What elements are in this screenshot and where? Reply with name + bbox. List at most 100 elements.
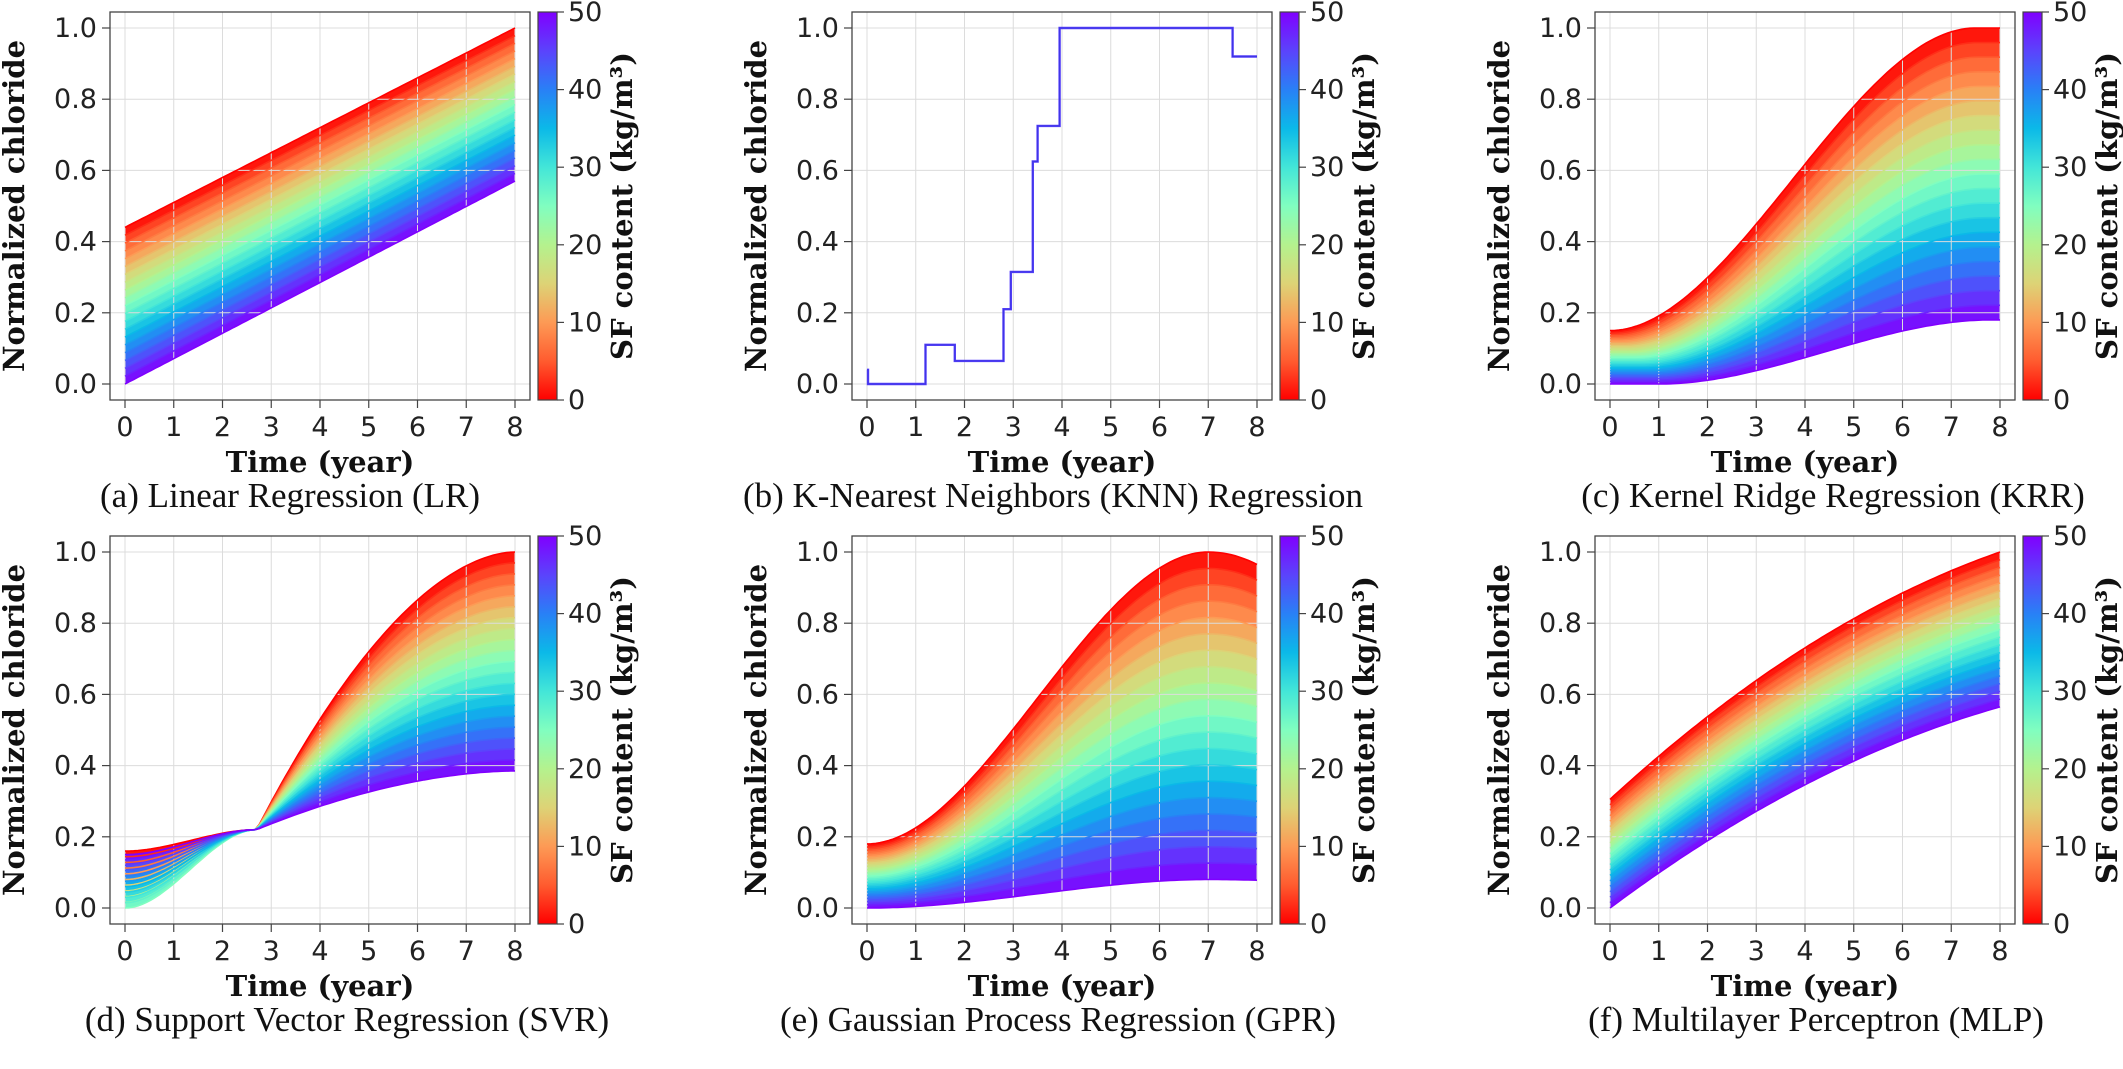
- x-tick-label: 1: [907, 412, 924, 443]
- colorbar-tick-label: 50: [1310, 521, 1344, 552]
- colorbar-tick-label: 10: [568, 831, 602, 862]
- sf-curve: [1609, 675, 2001, 887]
- sf-curve: [124, 88, 516, 291]
- y-tick-label: 0.8: [54, 608, 97, 639]
- sf-curve: [124, 27, 516, 229]
- colorbar-ticks: 0 10 20 30 40 50: [2042, 521, 2087, 940]
- panel-gpr: 0 1 2 3 4 5 6 7 80.00.20.40.60.81.0 Time (year) …: [739, 521, 1381, 1003]
- colorbar: [1279, 11, 1300, 401]
- sf-curve: [1610, 260, 2000, 375]
- sf-curve: [1610, 202, 2000, 364]
- sf-curve: [1609, 651, 2001, 871]
- colorbar-ticks: 0 10 20 30 40 50: [2042, 0, 2087, 416]
- sf-curve: [866, 551, 1258, 845]
- colorbar-tick-label: 10: [1310, 831, 1344, 862]
- sf-curve: [1609, 597, 2001, 833]
- x-axis-label: Time (year): [1711, 969, 1900, 1003]
- sf-curve: [1610, 173, 2000, 359]
- sf-curve: [124, 682, 516, 899]
- colorbar: [1279, 535, 1300, 925]
- sf-curve: [124, 96, 516, 299]
- y-tick-label: 0.4: [54, 227, 97, 258]
- colorbar-tick-label: 50: [568, 521, 602, 552]
- x-tick-label: 0: [1601, 936, 1618, 967]
- sf-curve: [866, 616, 1258, 858]
- y-axis-label: Normalized chloride: [1482, 564, 1516, 896]
- y-tick-label: 0.2: [54, 822, 97, 853]
- caption-gpr: (e) Gaussian Process Regression (GPR): [780, 1000, 1336, 1039]
- colorbar-tick-label: 0: [568, 385, 585, 416]
- sf-curve: [125, 551, 516, 852]
- x-tick-label: 7: [1943, 412, 1960, 443]
- x-tick-label: 4: [1796, 412, 1813, 443]
- x-axis-label: Time (year): [968, 969, 1157, 1003]
- y-tick-label: 0.0: [54, 893, 97, 924]
- colorbar-tick-label: 40: [1310, 75, 1344, 106]
- sf-curve: [1610, 289, 2000, 380]
- x-tick-label: 6: [409, 412, 426, 443]
- gridlines: [852, 12, 1272, 400]
- x-tick-label: 2: [1699, 936, 1716, 967]
- sf-curve: [124, 573, 516, 864]
- x-tick-label: 5: [1845, 936, 1862, 967]
- x-axis-label: Time (year): [1711, 445, 1900, 479]
- sf-curve: [1609, 690, 2001, 898]
- colorbar-tick-label: 20: [568, 230, 602, 261]
- y-tick-label: 1.0: [1539, 13, 1582, 44]
- y-tick-label: 1.0: [1539, 537, 1582, 568]
- x-tick-label: 2: [956, 412, 973, 443]
- y-tick-label: 1.0: [54, 13, 97, 44]
- sf-curve: [1609, 41, 2000, 335]
- caption-knn: (b) K-Nearest Neighbors (KNN) Regression: [743, 476, 1363, 515]
- colorbar-label: SF content (kg/m³): [1347, 52, 1381, 360]
- sf-curve: [1610, 158, 2000, 356]
- sf-curve: [124, 737, 516, 872]
- sf-curve: [1609, 582, 2001, 822]
- sf-curve: [124, 770, 516, 856]
- sf-curve: [124, 126, 516, 330]
- sf-curve: [1609, 589, 2001, 828]
- x-tick-label: 4: [311, 412, 328, 443]
- sf-curve: [124, 134, 516, 338]
- panel-lr: 0 1 2 3 4 5 6 7 80.00.20.40.60.81.0 Time (year) …: [0, 0, 639, 479]
- sf-curve: [866, 780, 1258, 890]
- x-tick-label: 4: [311, 936, 328, 967]
- colorbar-ticks: 0 10 20 30 40 50: [557, 521, 602, 940]
- colorbar-label: SF content (kg/m³): [605, 52, 639, 360]
- x-tick-label: 8: [506, 936, 523, 967]
- y-tick-label: 0.0: [796, 893, 839, 924]
- sf-curves: [1609, 551, 2001, 909]
- y-tick-label: 0.2: [1539, 298, 1582, 329]
- x-tick-label: 6: [1151, 412, 1168, 443]
- colorbar-tick-label: 40: [568, 75, 602, 106]
- sf-curve: [866, 600, 1258, 855]
- sf-curve: [124, 34, 516, 236]
- colorbar-tick-label: 30: [1310, 676, 1344, 707]
- sf-curves: [1609, 27, 2000, 385]
- y-tick-label: 0.0: [1539, 369, 1582, 400]
- sf-curve: [1609, 667, 2001, 882]
- sf-curve: [1609, 620, 2001, 849]
- sf-curve: [1609, 558, 2001, 806]
- sf-curve: [1610, 275, 2000, 377]
- x-tick-label: 4: [1796, 936, 1813, 967]
- sf-curve: [124, 584, 516, 869]
- sf-curve: [866, 796, 1258, 893]
- x-tick-label: 0: [116, 936, 133, 967]
- y-tick-label: 0.8: [1539, 608, 1582, 639]
- x-tick-label: 2: [214, 412, 231, 443]
- sf-curve: [1610, 114, 2000, 348]
- sf-curve: [1609, 659, 2001, 877]
- sf-curve: [124, 119, 516, 323]
- x-axis-label: Time (year): [226, 969, 415, 1003]
- x-tick-label: 5: [1102, 936, 1119, 967]
- x-tick-label: 7: [1200, 936, 1217, 967]
- colorbar-ticks: 0 10 20 30 40 50: [557, 0, 602, 416]
- y-tick-label: 0.2: [54, 298, 97, 329]
- sf-curve: [124, 103, 516, 307]
- y-tick-label: 1.0: [796, 13, 839, 44]
- y-tick-label: 0.8: [54, 84, 97, 115]
- x-tick-label: 3: [1748, 412, 1765, 443]
- colorbar-ticks: 0 10 20 30 40 50: [1299, 0, 1344, 416]
